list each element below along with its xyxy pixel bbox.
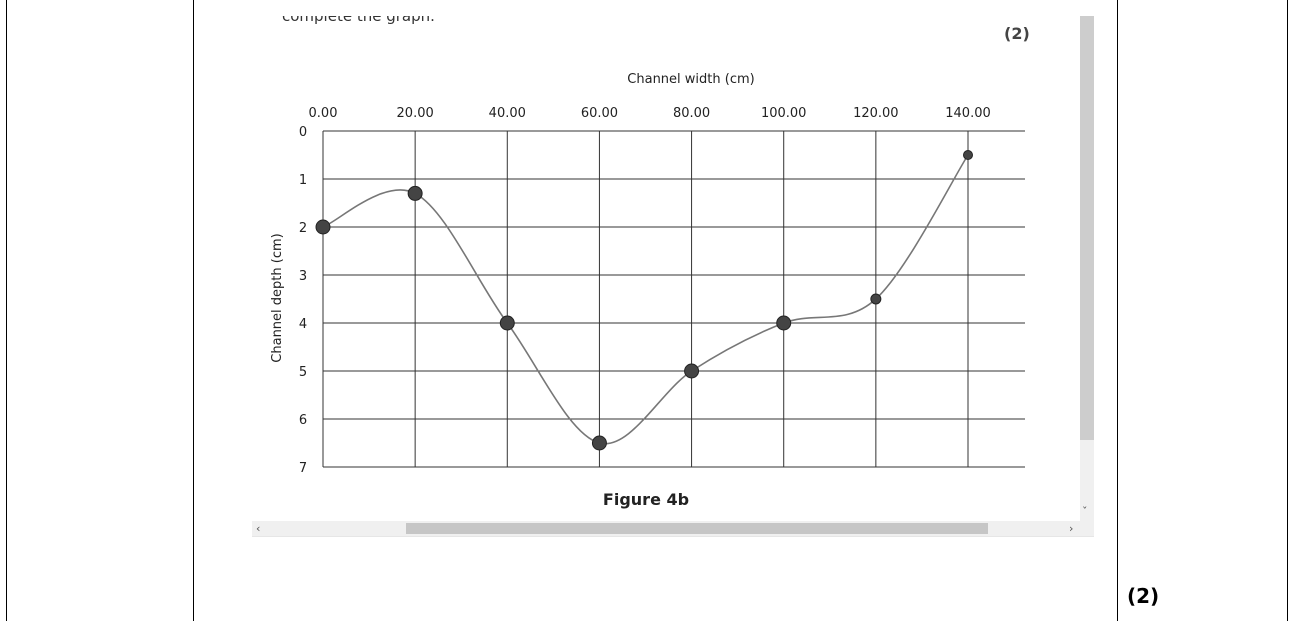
x-tick-label: 120.00 <box>853 106 899 121</box>
data-point <box>407 185 423 201</box>
data-point <box>591 435 607 451</box>
table-border-col2 <box>1117 0 1118 621</box>
y-tick-label: 7 <box>299 461 307 476</box>
y-tick-label: 3 <box>299 269 307 284</box>
horizontal-scrollbar-thumb[interactable] <box>406 523 988 534</box>
y-axis-title: Channel depth (cm) <box>270 233 285 362</box>
data-point <box>776 315 792 331</box>
table-border-col1 <box>193 0 194 621</box>
viewer-bottom-border <box>252 536 1094 537</box>
data-point <box>963 150 973 160</box>
x-tick-label: 40.00 <box>489 106 526 121</box>
y-tick-label: 2 <box>299 221 307 236</box>
chart-grid <box>322 130 1025 468</box>
x-tick-label: 100.00 <box>761 106 807 121</box>
series-markers <box>315 150 973 451</box>
scroll-left-arrow-icon[interactable]: ‹ <box>256 522 261 535</box>
y-tick-label: 0 <box>299 125 307 140</box>
x-tick-label: 20.00 <box>397 106 434 121</box>
x-tick-label: 60.00 <box>581 106 618 121</box>
marks-label-figure: (2) <box>1004 24 1030 43</box>
data-point <box>684 363 700 379</box>
vertical-scrollbar-thumb[interactable] <box>1080 16 1094 440</box>
figure-caption: Figure 4b <box>603 490 689 509</box>
y-tick-label: 5 <box>299 365 307 380</box>
data-point <box>315 219 331 235</box>
y-tick-label: 4 <box>299 317 307 332</box>
y-tick-label: 1 <box>299 173 307 188</box>
table-border-right <box>1287 0 1288 621</box>
x-tick-label: 80.00 <box>673 106 710 121</box>
x-tick-label: 140.00 <box>945 106 991 121</box>
y-tick-labels: 0 1 2 3 4 5 6 7 <box>299 125 307 476</box>
image-viewer <box>252 12 1094 536</box>
y-tick-label: 6 <box>299 413 307 428</box>
x-tick-label: 0.00 <box>309 106 338 121</box>
partial-question-text: complete the graph. <box>282 7 435 25</box>
scroll-right-arrow-icon[interactable]: › <box>1069 522 1074 535</box>
data-point <box>870 293 882 305</box>
x-axis-title: Channel width (cm) <box>627 72 754 87</box>
data-point <box>499 315 515 331</box>
table-border-left <box>6 0 7 621</box>
x-tick-labels: 0.00 20.00 40.00 60.00 80.00 100.00 120.00 140.… <box>309 106 991 121</box>
scroll-down-arrow-icon[interactable]: ˇ <box>1082 505 1088 518</box>
marks-label: (2) <box>1127 584 1160 608</box>
